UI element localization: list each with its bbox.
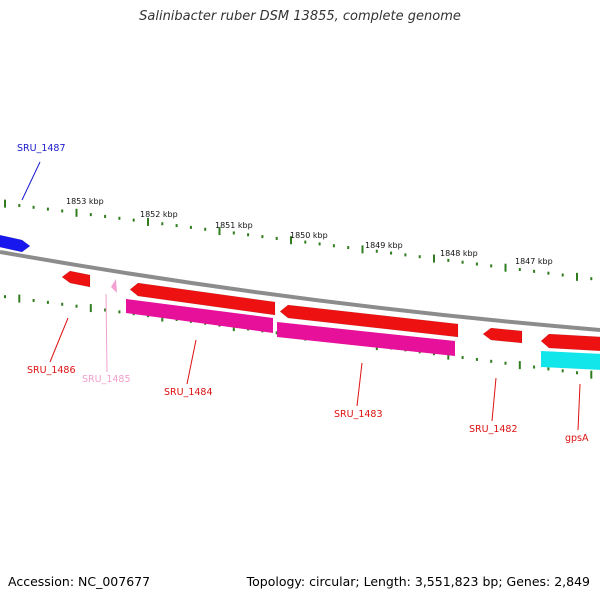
gene-labels: SRU_1487 SRU_1486 SRU_1485 SRU_1484 SRU_1483… (17, 143, 589, 444)
gene-feature-cyan[interactable] (541, 351, 600, 370)
gene-feature-sru-1482[interactable] (482, 327, 523, 344)
leader-line-sru-1486 (49, 317, 69, 363)
scale-label: 1847 kbp (515, 257, 553, 266)
gene-feature-sru-1487[interactable] (0, 234, 31, 253)
gene-feature-sru-1485[interactable] (111, 279, 117, 293)
accession-text: Accession: NC_007677 (8, 574, 151, 589)
gene-label-sru-1487[interactable]: SRU_1487 (17, 143, 66, 154)
leader-line-sru-1482 (491, 377, 497, 422)
scale-label: 1849 kbp (365, 241, 403, 250)
gene-label-gpsa[interactable]: gpsA (565, 433, 589, 444)
gene-label-sru-1483[interactable]: SRU_1483 (334, 409, 383, 420)
leader-line-sru-1484 (186, 339, 197, 385)
scale-label: 1848 kbp (440, 249, 478, 258)
scale-label: 1850 kbp (290, 231, 328, 240)
gene-feature-red-1[interactable] (129, 282, 276, 316)
gene-label-sru-1486[interactable]: SRU_1486 (27, 365, 76, 376)
gene-features (0, 234, 600, 370)
gene-label-sru-1484[interactable]: SRU_1484 (164, 387, 213, 398)
gene-feature-sru-1484[interactable] (126, 299, 273, 333)
scale-labels: 1853 kbp 1852 kbp 1851 kbp 1850 kbp 1849 kbp… (66, 197, 553, 266)
gene-label-sru-1485[interactable]: SRU_1485 (82, 374, 131, 385)
gene-feature-sru-1486[interactable] (61, 270, 91, 288)
gene-feature-sru-1483[interactable] (277, 322, 455, 356)
map-title: Salinibacter ruber DSM 13855, complete g… (139, 9, 461, 24)
scale-label: 1851 kbp (215, 221, 253, 230)
leader-line-gpsa (577, 383, 581, 431)
gene-label-sru-1482[interactable]: SRU_1482 (469, 424, 518, 435)
leader-line-sru-1487 (21, 161, 41, 201)
leader-line-sru-1483 (356, 362, 363, 407)
gene-feature-gps-a[interactable] (540, 333, 600, 352)
leader-line-sru-1485 (105, 293, 108, 373)
topology-summary: Topology: circular; Length: 3,551,823 bp… (246, 574, 590, 589)
gene-feature-red-2[interactable] (279, 304, 459, 338)
genome-backbone (0, 250, 600, 332)
scale-label: 1853 kbp (66, 197, 104, 206)
outer-scale-ticks (4, 199, 593, 281)
scale-label: 1852 kbp (140, 210, 178, 219)
